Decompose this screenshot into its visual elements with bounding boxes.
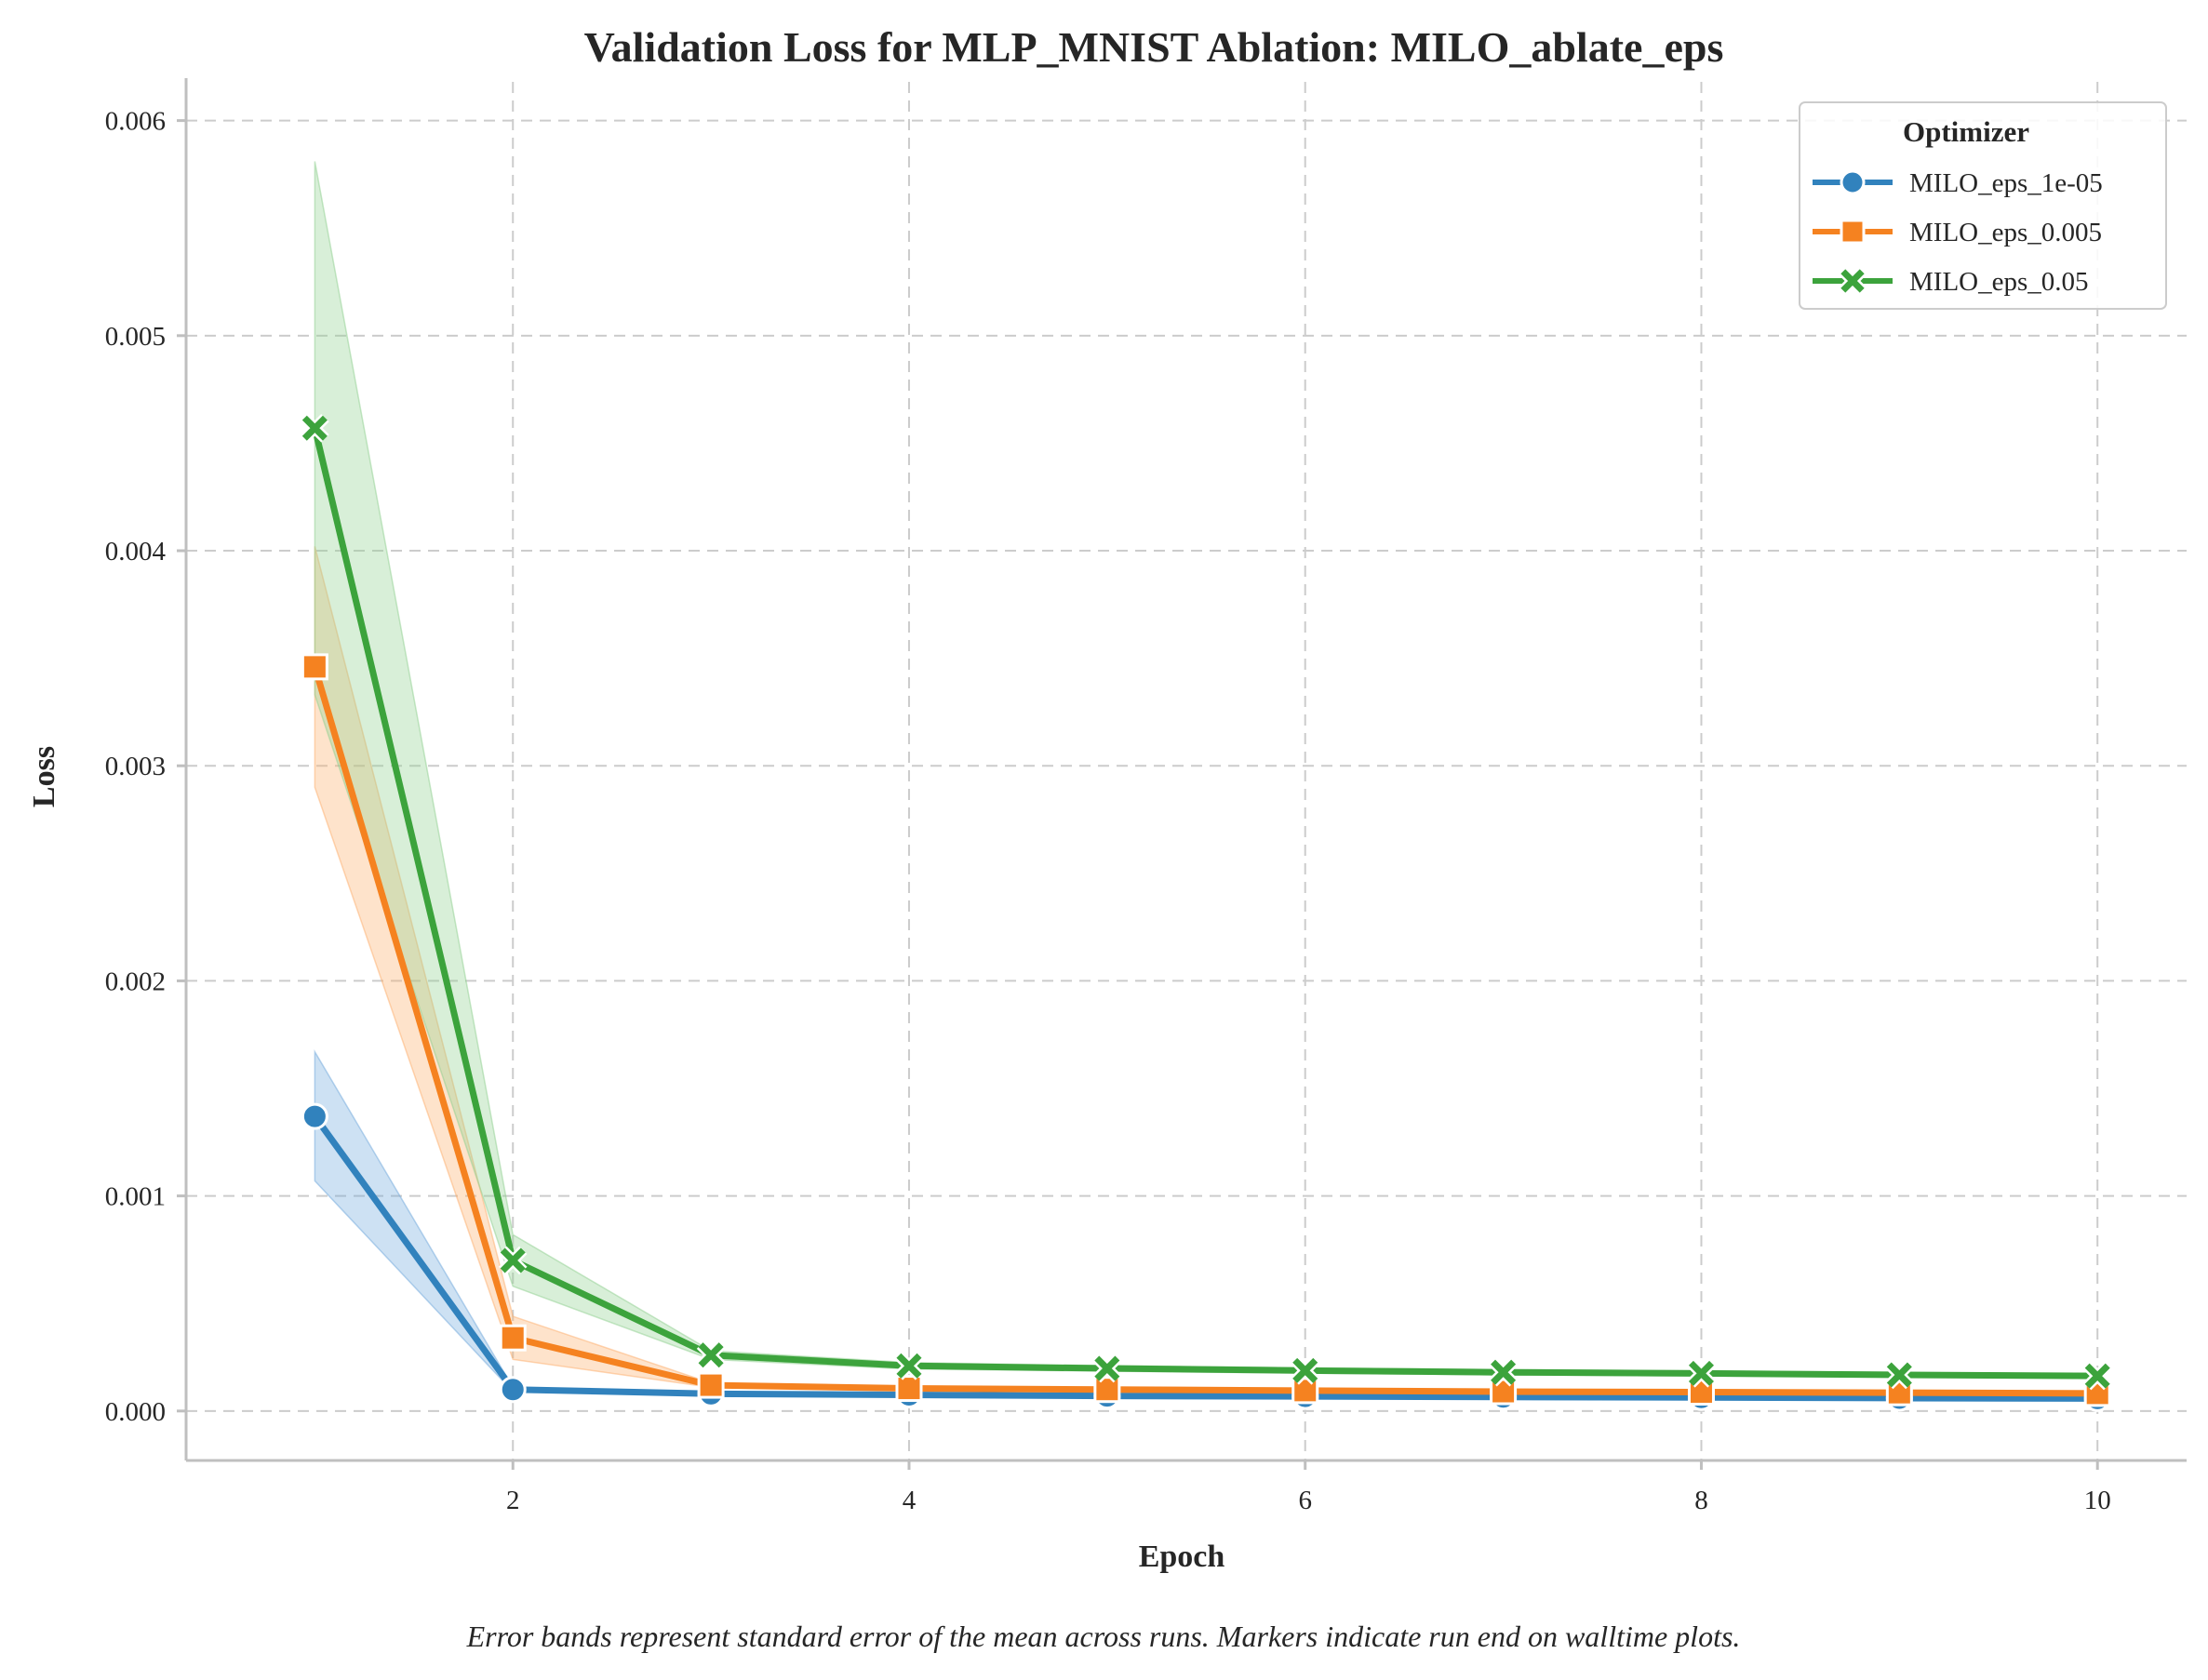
legend-frame bbox=[1799, 101, 2167, 310]
series-markers bbox=[301, 413, 2112, 1412]
data-point bbox=[1093, 1376, 1121, 1404]
series-lines bbox=[311, 424, 2101, 1402]
legend-swatch-marker bbox=[1839, 267, 1867, 295]
y-tick-label: 0.004 bbox=[105, 537, 167, 567]
error-bands bbox=[314, 161, 2098, 1401]
legend-swatch-marker-stroke bbox=[1840, 269, 1865, 293]
series-line bbox=[311, 1113, 2101, 1402]
y-axis-label: Loss bbox=[27, 746, 61, 807]
data-point bbox=[1291, 1356, 1320, 1385]
data-point-stroke bbox=[500, 1247, 526, 1273]
data-point bbox=[1489, 1357, 1518, 1387]
tick-labels: 0.000 0.001 0.002 0.003 0.004 0.005 0.006 2 4 6 8 1… bbox=[105, 107, 2111, 1515]
data-point bbox=[1291, 1377, 1319, 1405]
data-point bbox=[499, 1376, 527, 1404]
caption: Error bands represent standard error of … bbox=[466, 1620, 1741, 1653]
data-point-stroke bbox=[1292, 1357, 1318, 1383]
legend-label: MILO_eps_0.05 bbox=[1909, 267, 2089, 297]
data-point bbox=[1092, 1353, 1122, 1383]
x-tick-label: 10 bbox=[2084, 1486, 2111, 1515]
legend-entry: MILO_eps_0.005 bbox=[1813, 218, 2102, 247]
legend-title: Optimizer bbox=[1903, 115, 2029, 148]
x-tick-label: 8 bbox=[1694, 1486, 1708, 1515]
data-point bbox=[1687, 1359, 1716, 1388]
legend-swatch-marker bbox=[1840, 219, 1866, 245]
data-point bbox=[301, 413, 329, 443]
y-tick-label: 0.006 bbox=[105, 107, 166, 137]
series-line bbox=[311, 663, 2101, 1397]
error-band bbox=[314, 546, 2098, 1396]
data-point bbox=[301, 653, 328, 681]
legend-swatch-marker bbox=[1840, 169, 1866, 195]
y-tick-label: 0.005 bbox=[105, 322, 166, 352]
data-point bbox=[498, 1246, 528, 1275]
data-point bbox=[895, 1375, 923, 1403]
data-point bbox=[1885, 1360, 1914, 1390]
x-tick-label: 6 bbox=[1298, 1486, 1312, 1515]
data-point-stroke bbox=[1491, 1359, 1517, 1385]
legend-label: MILO_eps_1e-05 bbox=[1909, 168, 2103, 198]
y-tick-label: 0.001 bbox=[105, 1182, 166, 1212]
chart-title: Validation Loss for MLP_MNIST Ablation: … bbox=[584, 23, 1724, 71]
legend: Optimizer MILO_eps_1e-05 MILO_eps_0.005 MI… bbox=[1799, 101, 2167, 310]
data-point-stroke bbox=[698, 1342, 724, 1368]
data-point bbox=[2082, 1361, 2112, 1391]
x-tick-label: 4 bbox=[903, 1486, 917, 1515]
y-tick-label: 0.000 bbox=[105, 1397, 166, 1427]
legend-entry: MILO_eps_0.05 bbox=[1813, 267, 2089, 297]
data-point bbox=[696, 1340, 726, 1370]
y-tick-label: 0.003 bbox=[105, 752, 166, 781]
data-point bbox=[697, 1371, 725, 1399]
data-point-stroke bbox=[896, 1353, 922, 1379]
data-point-stroke bbox=[2084, 1363, 2110, 1389]
data-point bbox=[301, 1102, 328, 1130]
data-point-stroke bbox=[1886, 1362, 1912, 1388]
y-tick-label: 0.002 bbox=[105, 967, 166, 996]
data-point-stroke bbox=[1688, 1360, 1714, 1386]
axes bbox=[184, 78, 2187, 1462]
legend-label: MILO_eps_0.005 bbox=[1909, 218, 2102, 247]
series-line bbox=[311, 424, 2101, 1380]
data-point-stroke bbox=[1094, 1355, 1120, 1381]
x-axis-label: Epoch bbox=[1139, 1540, 1225, 1574]
data-point-stroke bbox=[301, 415, 328, 441]
data-point bbox=[499, 1324, 527, 1352]
legend-entry: MILO_eps_1e-05 bbox=[1813, 168, 2103, 198]
data-point bbox=[894, 1351, 924, 1380]
x-tick-label: 2 bbox=[506, 1486, 520, 1515]
